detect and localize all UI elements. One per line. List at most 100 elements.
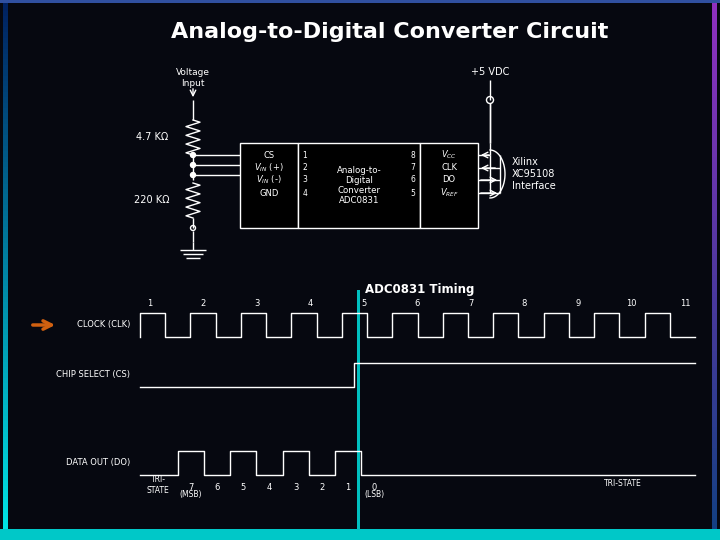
Bar	[712, 389, 717, 394]
Bar	[712, 108, 717, 113]
Bar	[3, 308, 8, 313]
Bar	[712, 535, 717, 540]
Text: Analog-to-Digital Converter Circuit: Analog-to-Digital Converter Circuit	[171, 22, 608, 42]
Bar	[3, 443, 8, 448]
Bar	[712, 43, 717, 49]
Bar	[3, 32, 8, 38]
Bar	[3, 405, 8, 410]
Bar	[712, 491, 717, 497]
Bar	[712, 248, 717, 254]
Bar	[3, 81, 8, 86]
Bar	[712, 259, 717, 265]
Bar	[3, 0, 8, 5]
Bar	[3, 97, 8, 103]
Bar	[712, 173, 717, 178]
Bar	[712, 184, 717, 189]
Text: DO: DO	[442, 176, 456, 185]
Bar	[712, 383, 717, 389]
Bar	[3, 157, 8, 162]
Bar	[712, 454, 717, 459]
Bar	[3, 427, 8, 432]
Bar	[3, 259, 8, 265]
Bar	[3, 335, 8, 340]
Text: 1: 1	[302, 151, 307, 159]
Bar	[712, 140, 717, 146]
Text: $V_{IN}$ (-): $V_{IN}$ (-)	[256, 174, 282, 186]
Text: 3: 3	[302, 176, 307, 185]
Bar	[3, 275, 8, 281]
Bar	[3, 491, 8, 497]
Bar	[712, 38, 717, 43]
Bar	[712, 238, 717, 243]
Bar	[3, 416, 8, 421]
Text: 5: 5	[410, 188, 415, 198]
Bar	[3, 529, 8, 535]
Text: 6: 6	[410, 176, 415, 185]
Bar	[712, 502, 717, 508]
Bar	[3, 281, 8, 286]
Bar	[712, 151, 717, 157]
Bar	[3, 27, 8, 32]
Bar	[3, 108, 8, 113]
Text: 1: 1	[346, 483, 351, 491]
Circle shape	[191, 163, 196, 167]
Bar	[3, 76, 8, 81]
Bar	[712, 113, 717, 119]
Bar	[3, 43, 8, 49]
Bar	[420, 143, 478, 228]
Bar	[3, 356, 8, 362]
Bar	[712, 124, 717, 130]
Bar	[712, 59, 717, 65]
Bar	[3, 378, 8, 383]
Bar	[712, 130, 717, 135]
Bar	[712, 0, 717, 5]
Bar	[712, 227, 717, 232]
Bar	[712, 54, 717, 59]
Bar	[712, 518, 717, 524]
Bar	[3, 124, 8, 130]
Bar	[3, 286, 8, 292]
Text: 4: 4	[267, 483, 272, 491]
Bar	[3, 518, 8, 524]
Text: 9: 9	[575, 299, 580, 307]
Text: CHIP SELECT (CS): CHIP SELECT (CS)	[56, 370, 130, 380]
Bar	[357, 290, 360, 530]
Bar	[3, 49, 8, 54]
Bar	[712, 119, 717, 124]
Bar	[0, 0, 720, 3]
Bar	[712, 103, 717, 108]
Bar	[3, 113, 8, 119]
Text: 3: 3	[254, 299, 260, 307]
Text: 220 KΩ: 220 KΩ	[134, 195, 170, 205]
Bar	[3, 59, 8, 65]
Bar	[3, 373, 8, 378]
Bar	[712, 421, 717, 427]
Bar	[712, 308, 717, 313]
Text: ADC0831: ADC0831	[338, 196, 379, 205]
Bar	[712, 265, 717, 270]
Bar	[3, 135, 8, 140]
Bar	[712, 270, 717, 275]
Bar	[712, 394, 717, 400]
Text: Xilinx
XC95108
Interface: Xilinx XC95108 Interface	[512, 157, 556, 191]
Bar	[3, 243, 8, 248]
Bar	[3, 437, 8, 443]
Bar	[3, 389, 8, 394]
Bar	[3, 535, 8, 540]
Bar	[3, 513, 8, 518]
Bar	[712, 281, 717, 286]
Bar	[298, 143, 420, 228]
Bar	[3, 254, 8, 259]
Text: 7: 7	[468, 299, 474, 307]
Bar	[712, 400, 717, 405]
Bar	[712, 97, 717, 103]
Bar	[712, 329, 717, 335]
Bar	[3, 486, 8, 491]
Bar	[3, 232, 8, 238]
Bar	[3, 238, 8, 243]
Bar	[712, 351, 717, 356]
Text: TRI-STATE: TRI-STATE	[604, 478, 642, 488]
Bar	[3, 302, 8, 308]
Bar	[3, 189, 8, 194]
Bar	[712, 27, 717, 32]
